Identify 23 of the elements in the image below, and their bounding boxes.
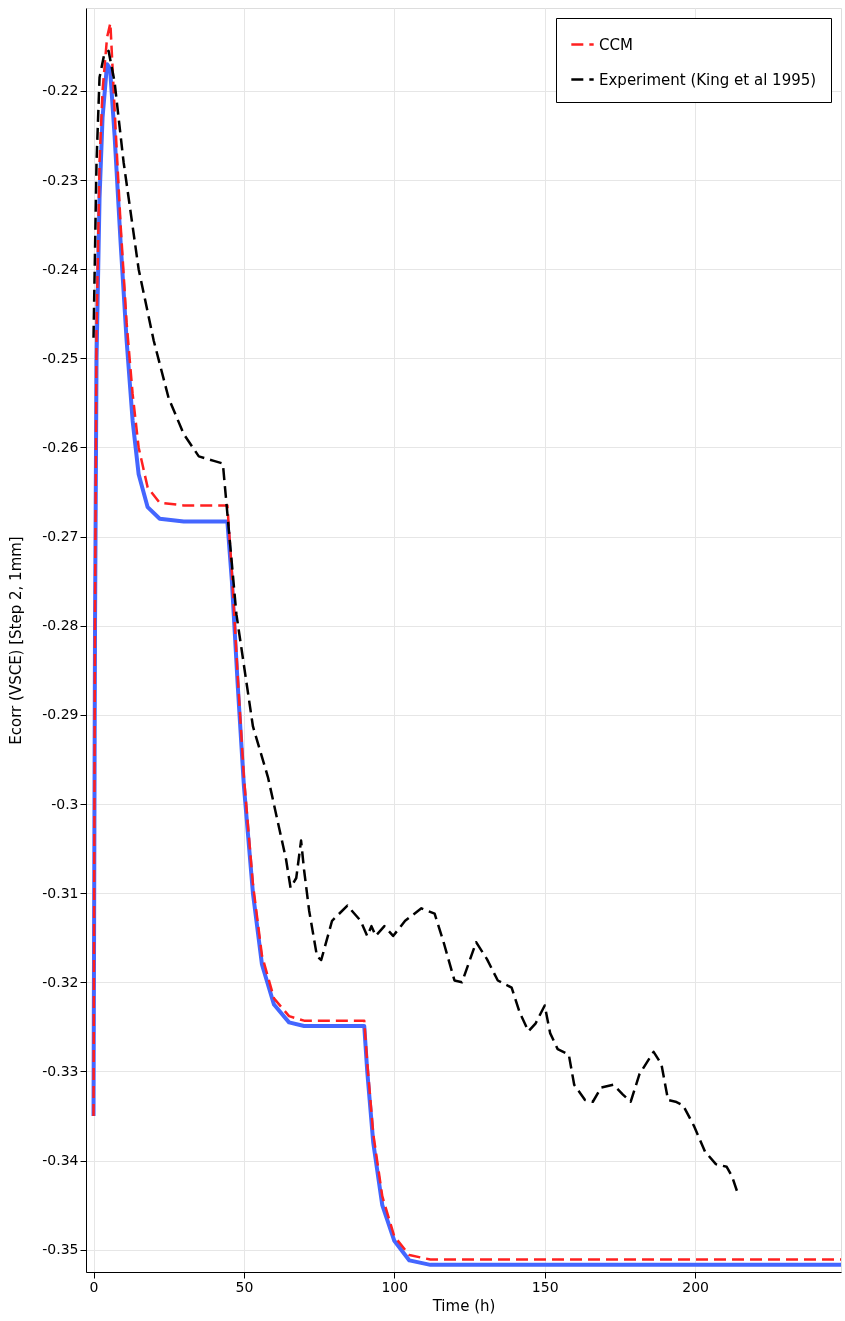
y-tick-label: -0.25 <box>42 349 79 366</box>
y-tick-label: -0.27 <box>42 528 79 545</box>
y-tick-label: -0.33 <box>42 1062 79 1079</box>
y-tick-label: -0.32 <box>42 973 79 990</box>
y-axis-title: Ecorr (VSCE) [Step 2, 1mm] <box>7 536 26 745</box>
x-tick-label: 50 <box>235 1278 254 1295</box>
y-tick-label: -0.22 <box>42 82 79 99</box>
x-axis-title: Time (h) <box>431 1296 496 1315</box>
x-tick-label: 0 <box>89 1278 99 1295</box>
x-tick-label: 150 <box>531 1278 559 1295</box>
x-tick-label: 200 <box>682 1278 709 1295</box>
y-tick-label: -0.29 <box>42 706 79 723</box>
y-tick-label: -0.31 <box>42 884 79 901</box>
y-tick-label: -0.23 <box>42 171 79 188</box>
x-tick-label: 100 <box>381 1278 409 1295</box>
y-tick-label: -0.35 <box>42 1241 79 1258</box>
y-tick-label: -0.28 <box>42 617 79 634</box>
y-tick-label: -0.34 <box>42 1152 79 1169</box>
legend-label: Experiment (King et al 1995) <box>599 70 817 89</box>
y-tick-label: -0.3 <box>51 795 79 812</box>
y-tick-label: -0.24 <box>42 260 79 277</box>
legend-label: CCM <box>599 35 633 54</box>
y-tick-label: -0.26 <box>42 438 79 455</box>
